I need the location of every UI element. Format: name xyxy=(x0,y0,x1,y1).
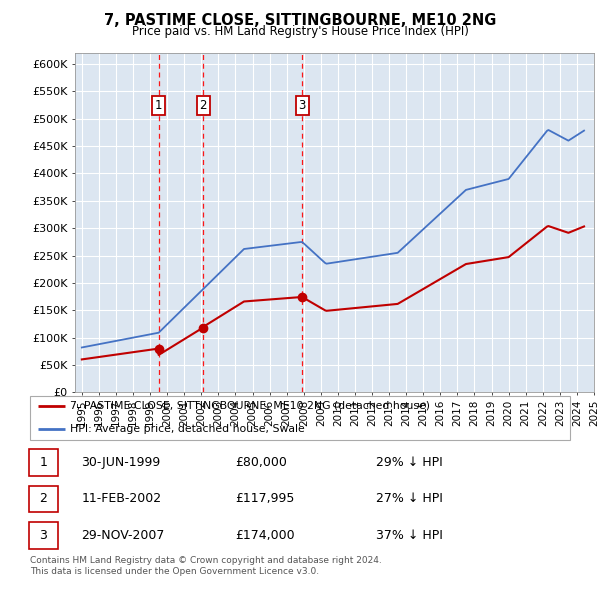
Text: £117,995: £117,995 xyxy=(235,492,295,506)
Text: Contains HM Land Registry data © Crown copyright and database right 2024.
This d: Contains HM Land Registry data © Crown c… xyxy=(30,556,382,576)
Text: Price paid vs. HM Land Registry's House Price Index (HPI): Price paid vs. HM Land Registry's House … xyxy=(131,25,469,38)
FancyBboxPatch shape xyxy=(29,486,58,512)
Text: 7, PASTIME CLOSE, SITTINGBOURNE, ME10 2NG (detached house): 7, PASTIME CLOSE, SITTINGBOURNE, ME10 2N… xyxy=(71,401,431,411)
Text: £174,000: £174,000 xyxy=(235,529,295,542)
Text: 37% ↓ HPI: 37% ↓ HPI xyxy=(376,529,442,542)
Text: 1: 1 xyxy=(40,456,47,469)
Text: 29-NOV-2007: 29-NOV-2007 xyxy=(82,529,164,542)
Text: 1: 1 xyxy=(155,99,163,112)
Text: 3: 3 xyxy=(40,529,47,542)
Text: 30-JUN-1999: 30-JUN-1999 xyxy=(82,456,161,469)
Text: 27% ↓ HPI: 27% ↓ HPI xyxy=(376,492,442,506)
Text: HPI: Average price, detached house, Swale: HPI: Average price, detached house, Swal… xyxy=(71,424,305,434)
FancyBboxPatch shape xyxy=(29,449,58,476)
Text: 7, PASTIME CLOSE, SITTINGBOURNE, ME10 2NG: 7, PASTIME CLOSE, SITTINGBOURNE, ME10 2N… xyxy=(104,13,496,28)
Text: 29% ↓ HPI: 29% ↓ HPI xyxy=(376,456,442,469)
Text: 3: 3 xyxy=(299,99,306,112)
Text: 2: 2 xyxy=(40,492,47,506)
Text: 2: 2 xyxy=(200,99,207,112)
Text: 11-FEB-2002: 11-FEB-2002 xyxy=(82,492,161,506)
FancyBboxPatch shape xyxy=(29,522,58,549)
Text: £80,000: £80,000 xyxy=(235,456,287,469)
